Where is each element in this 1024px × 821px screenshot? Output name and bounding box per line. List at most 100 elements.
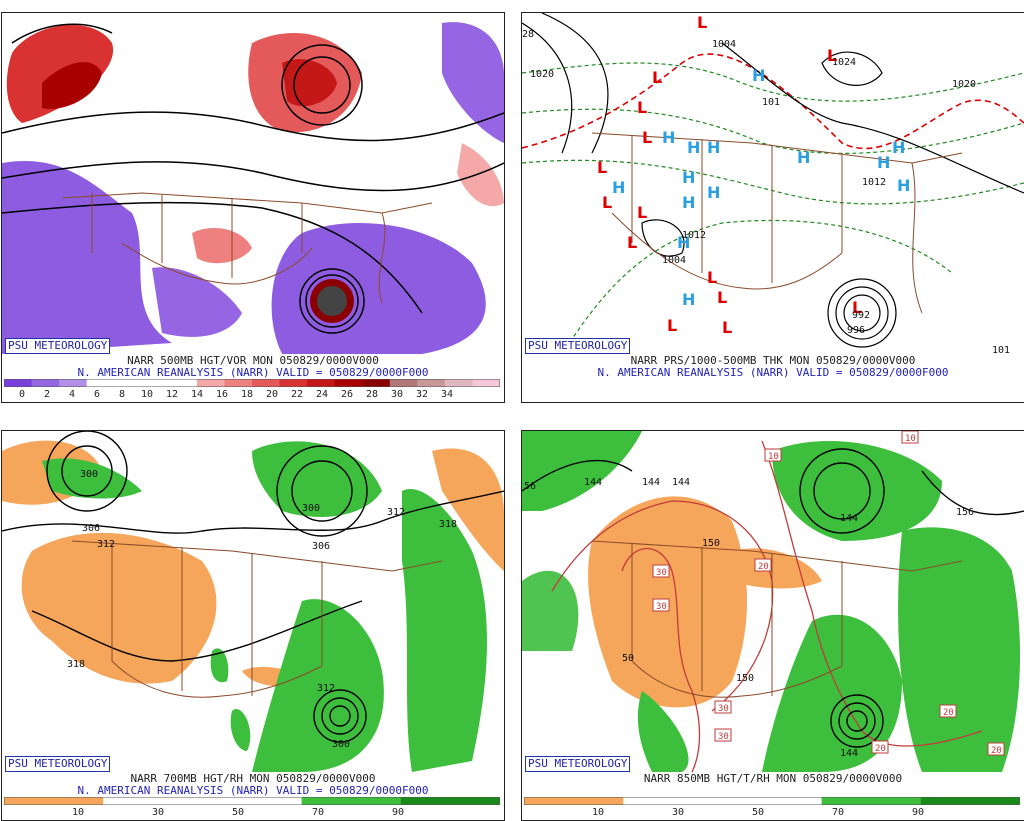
product-title: NARR 700MB HGT/RH MON 050829/0000V000 [130,772,376,785]
colorbar-tick-label: 12 [165,389,179,400]
svg-text:306: 306 [312,541,330,552]
colorbar-segment [141,379,170,387]
svg-text:30: 30 [718,704,729,714]
valid-time-label: N. AMERICAN REANALYSIS (NARR) VALID = 05… [77,366,429,379]
rh-850mb-map: 56 144 144 144 150 150 50 156 144 144 30 30 30… [522,431,1024,772]
svg-text:50: 50 [622,653,634,664]
colorbar-tick-label: 8 [118,389,126,400]
svg-text:L: L [597,158,607,177]
svg-text:306: 306 [82,523,100,534]
colorbar-segment [623,797,723,805]
colorbar-tick-label: 50 [751,807,765,818]
valid-time-label: N. AMERICAN REANALYSIS (NARR) VALID = 05… [597,366,949,379]
svg-text:1004: 1004 [712,39,736,50]
panel-850mb-temperature-rh: 56 144 144 144 150 150 50 156 144 144 30 30 30… [521,430,1024,821]
svg-text:1020: 1020 [530,69,554,80]
svg-text:H: H [892,138,905,157]
colorbar-tick-label: 90 [391,807,405,818]
svg-text:144: 144 [584,477,602,488]
svg-text:1020: 1020 [952,79,976,90]
vorticity-colorbar [4,379,500,387]
colorbar-segment [307,379,336,387]
colorbar-segment [4,797,104,805]
colorbar-tick-label: 34 [440,389,454,400]
svg-text:L: L [667,316,677,335]
colorbar-tick-label: 50 [231,807,245,818]
colorbar-tick-label: 22 [290,389,304,400]
colorbar-tick-label: 6 [93,389,101,400]
colorbar-tick-label: 90 [911,807,925,818]
colorbar-tick-label: 10 [71,807,85,818]
svg-text:300: 300 [332,739,350,750]
svg-text:30: 30 [656,568,667,578]
svg-text:H: H [797,148,810,167]
colorbar-tick-label: 10 [591,807,605,818]
colorbar-tick-label: 10 [140,389,154,400]
panel-500mb-vorticity: PSU METEOROLOGY NARR 500MB HGT/VOR MON 0… [1,12,505,403]
svg-text:20: 20 [991,746,1002,756]
svg-text:H: H [662,128,675,147]
svg-text:H: H [877,153,890,172]
colorbar-segment [224,379,253,387]
psu-meteorology-badge: PSU METEOROLOGY [525,338,631,354]
svg-text:144: 144 [642,477,660,488]
colorbar-segment [169,379,198,387]
colorbar-segment [114,379,143,387]
colorbar-tick-label: 16 [215,389,229,400]
colorbar-segment [86,379,115,387]
svg-text:L: L [637,203,647,222]
panel-700mb-rh: 300 300 306 312 312 318 318 312 300 306 PSU ME… [1,430,505,821]
svg-text:L: L [722,318,732,337]
svg-text:20: 20 [758,562,769,572]
colorbar-segment [722,797,823,805]
rh-colorbar [524,797,1020,805]
product-title: NARR 500MB HGT/VOR MON 050829/0000V000 [127,354,379,367]
colorbar-segment [252,379,281,387]
svg-text:L: L [717,288,727,307]
svg-text:H: H [682,193,695,212]
colorbar-tick-label: 70 [311,807,325,818]
svg-text:150: 150 [736,673,754,684]
svg-text:L: L [627,233,637,252]
colorbar-tick-label: 0 [18,389,26,400]
svg-text:20: 20 [875,744,886,754]
psu-meteorology-badge: PSU METEOROLOGY [5,338,111,354]
svg-text:312: 312 [317,683,335,694]
svg-text:992: 992 [852,310,870,321]
svg-text:312: 312 [387,507,405,518]
svg-text:300: 300 [80,469,98,480]
rh-colorbar-ticks: 10 30 50 70 90 [522,807,1024,819]
psu-meteorology-badge: PSU METEOROLOGY [525,756,631,772]
colorbar-segment [400,797,500,805]
colorbar-tick-label: 24 [315,389,329,400]
svg-text:30: 30 [718,732,729,742]
colorbar-tick-label: 14 [190,389,204,400]
rh-colorbar [4,797,500,805]
svg-text:H: H [707,138,720,157]
svg-text:1012: 1012 [862,177,886,188]
vorticity-colorbar-ticks: 0 2 4 6 8 10 12 14 16 18 20 22 24 26 28 30 32 34 [2,389,504,401]
svg-text:30: 30 [656,602,667,612]
colorbar-segment [103,797,203,805]
svg-text:144: 144 [672,477,690,488]
product-title: NARR PRS/1000-500MB THK MON 050829/0000V… [630,354,916,367]
svg-text:L: L [652,68,662,87]
svg-text:L: L [852,298,862,317]
colorbar-tick-label: 70 [831,807,845,818]
rh-700mb-map: 300 300 306 312 312 318 318 312 300 306 [2,431,504,772]
svg-text:L: L [602,193,612,212]
psu-meteorology-badge: PSU METEOROLOGY [5,756,111,772]
colorbar-segment [279,379,308,387]
svg-text:20: 20 [943,708,954,718]
colorbar-segment [444,379,473,387]
colorbar-tick-label: 28 [365,389,379,400]
colorbar-segment [4,379,33,387]
svg-text:H: H [687,138,700,157]
svg-text:10: 10 [905,434,916,444]
svg-text:L: L [642,128,652,147]
colorbar-segment [821,797,922,805]
svg-text:1012: 1012 [682,230,706,241]
colorbar-tick-label: 2 [43,389,51,400]
colorbar-segment [472,379,500,387]
